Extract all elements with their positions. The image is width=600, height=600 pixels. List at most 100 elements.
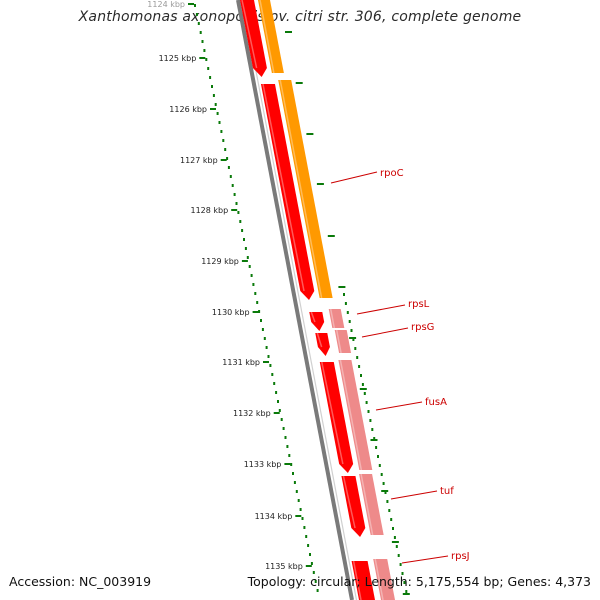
ruler-dot xyxy=(292,472,294,475)
ruler-dot xyxy=(261,328,264,331)
ruler-dot xyxy=(248,265,251,268)
outer-dot xyxy=(363,392,366,395)
ruler-dot xyxy=(250,274,253,277)
ruler-tick-label: 1127 kbp xyxy=(180,156,218,165)
accession-text: Accession: NC_003919 xyxy=(9,574,152,589)
outer-dot xyxy=(380,473,383,476)
ruler-dot xyxy=(277,400,279,403)
gene-label-leader xyxy=(356,304,406,315)
ruler-tick-label: 1135 kbp xyxy=(265,562,303,571)
gene-label: rpoC xyxy=(380,168,404,179)
gene-label: rpsG xyxy=(411,322,434,333)
backbone-highlight xyxy=(241,0,358,600)
outer-tick-track xyxy=(285,31,410,595)
ruler-dot xyxy=(301,517,304,520)
ruler-dot xyxy=(207,67,210,70)
gene-arrow xyxy=(309,312,325,331)
gene-arrow xyxy=(351,561,375,600)
outer-dot xyxy=(403,581,406,584)
gene-arrow xyxy=(319,362,354,473)
ruler-dot xyxy=(241,229,244,232)
ruler-dot xyxy=(299,508,302,511)
ruler-dot xyxy=(222,139,225,142)
cds-bar xyxy=(328,309,345,328)
gene-arrow-bevel xyxy=(310,311,316,323)
summary-text: Topology: circular; Length: 5,175,554 bp… xyxy=(247,574,591,589)
ruler-dot xyxy=(263,337,266,340)
outer-dot xyxy=(358,365,361,368)
ruler-dot xyxy=(271,373,274,376)
ruler-dot xyxy=(252,283,255,286)
ruler-tick-label: 1134 kbp xyxy=(255,512,293,521)
ruler-dot xyxy=(282,427,285,430)
ruler-dot xyxy=(284,436,287,439)
ruler-tick-label: 1126 kbp xyxy=(169,105,207,114)
outer-dot xyxy=(378,464,381,467)
ruler-dot xyxy=(203,49,206,52)
map-title: Xanthomonas axonopodis pv. citri str. 30… xyxy=(78,9,522,25)
gene-label: rpsJ xyxy=(451,551,470,562)
ruler-dot xyxy=(218,121,221,124)
gene-arrow-bevel xyxy=(321,361,344,465)
cds-bar xyxy=(359,474,384,535)
cds-bar xyxy=(373,559,395,600)
outer-dot xyxy=(354,347,357,350)
ruler-dot xyxy=(246,256,249,259)
ruler-dot xyxy=(233,193,236,196)
outer-dot xyxy=(373,437,376,440)
ruler-dot xyxy=(212,94,215,97)
cds-bar xyxy=(338,360,373,470)
cds-bar xyxy=(334,330,352,353)
gene-arrow-bevel xyxy=(241,0,258,69)
ruler-dot xyxy=(220,130,223,133)
outer-dot xyxy=(395,545,398,548)
outer-dot xyxy=(399,563,402,566)
ruler-dot xyxy=(237,211,240,214)
gene-label-leader xyxy=(401,555,449,564)
ruler-dot xyxy=(201,40,204,43)
ruler-dot xyxy=(305,535,308,538)
ruler-dot xyxy=(205,58,208,61)
outer-dot xyxy=(369,419,372,422)
outer-dot xyxy=(384,491,387,494)
outer-dot xyxy=(350,329,353,332)
gene-labels: rpoC rpsL rpsG fusA tuf rpsJ xyxy=(330,168,470,564)
ruler-dot xyxy=(273,382,276,385)
outer-dot xyxy=(377,455,379,458)
outer-dot xyxy=(348,320,351,323)
ruler-dot xyxy=(290,463,293,466)
cds-bar-bevel xyxy=(360,473,374,536)
outer-dot xyxy=(344,302,347,305)
backbone-line xyxy=(236,0,354,600)
ruler-dot xyxy=(239,220,242,223)
outer-dot xyxy=(356,356,359,359)
backbone xyxy=(236,0,358,600)
gene-label-leader xyxy=(390,490,438,500)
ruler-dot xyxy=(303,526,306,529)
cds-bar xyxy=(278,80,333,298)
gene-arrow xyxy=(315,333,330,356)
ruler-dot xyxy=(265,346,268,349)
ruler-dot xyxy=(226,157,229,160)
ruler-dot-track xyxy=(194,4,319,592)
outer-dot xyxy=(401,572,404,575)
ruler-dot xyxy=(214,103,217,106)
ruler-labels: 1124 kbp 1125 kbp 1126 kbp 1127 kbp 1128 kbp… xyxy=(147,0,303,571)
ruler-dot xyxy=(199,31,202,34)
ruler-dot xyxy=(286,445,289,448)
gene-arrow-bevel xyxy=(262,83,305,292)
ruler-dot xyxy=(211,85,213,88)
cds-bar-bevel xyxy=(259,0,275,74)
ruler-dot xyxy=(309,553,311,556)
cds-bar-bevel xyxy=(279,79,323,299)
ruler-dot xyxy=(288,454,291,457)
ruler-dot xyxy=(269,364,272,367)
ruler-tick-label: 1129 kbp xyxy=(201,257,239,266)
gene-arrow-bevel xyxy=(342,475,356,529)
ruler-dot xyxy=(235,202,238,205)
ruler-dot xyxy=(209,76,212,79)
gene-arrow xyxy=(240,0,267,77)
outer-dot xyxy=(386,500,389,503)
gene-arrow-bevel xyxy=(316,332,323,348)
